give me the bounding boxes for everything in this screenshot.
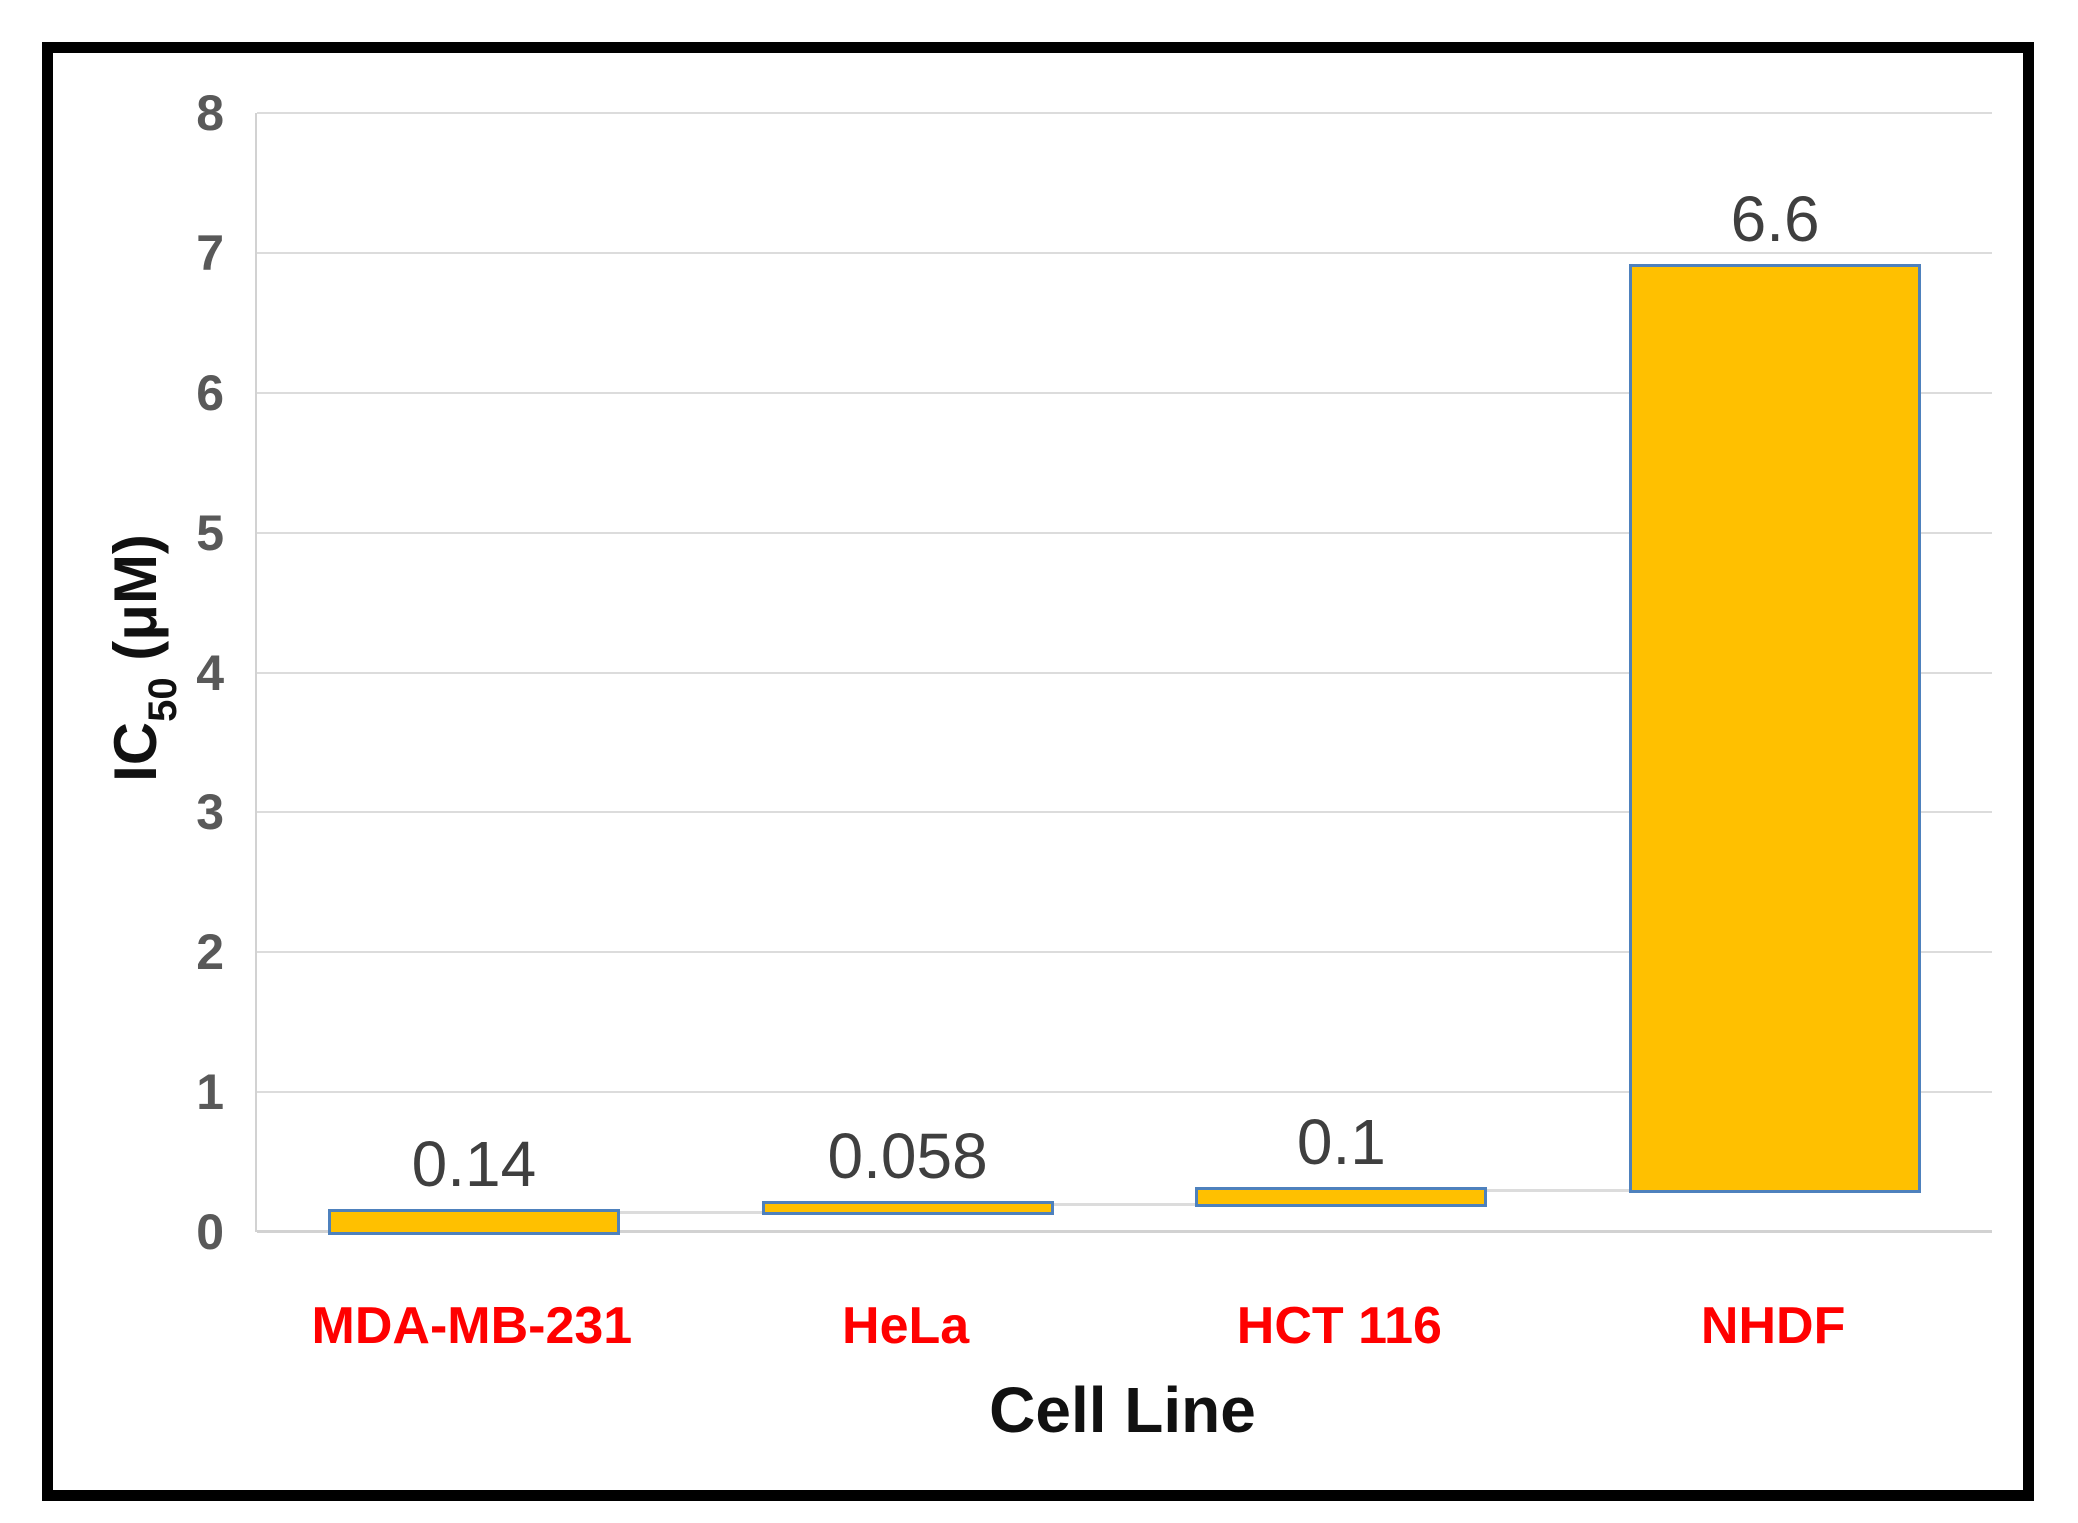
bar-hela [761, 1201, 1054, 1216]
gridline [257, 112, 1992, 114]
gridline [257, 951, 1992, 954]
bar-value-label: 6.6 [1730, 183, 1820, 256]
x-axis-title: Cell Line [989, 1374, 1256, 1446]
series-connector-line [1053, 1203, 1196, 1207]
y-tick-label: 1 [196, 1064, 224, 1121]
bar-mda-mb-231 [327, 1209, 620, 1235]
x-axis-category-labels: MDA-MB-231 HeLa HCT 116 NHDF [255, 1300, 1990, 1370]
y-tick-label: 3 [196, 784, 224, 841]
gridline [257, 671, 1992, 674]
y-tick-label: 0 [196, 1204, 224, 1260]
chart-frame-border [42, 42, 2034, 1501]
bar-value-label: 0.058 [827, 1120, 988, 1193]
y-tick-label: 5 [196, 504, 224, 561]
y-tick-label: 7 [196, 224, 224, 281]
bar-value-label: 0.1 [1296, 1106, 1386, 1179]
bar-hct-116 [1195, 1187, 1488, 1208]
gridline [257, 811, 1992, 814]
gridline [257, 531, 1992, 534]
plot-area: 0.14 0.058 0.1 6.6 [255, 112, 1992, 1235]
gridline [257, 1091, 1992, 1094]
series-connector-line [619, 1211, 762, 1215]
y-axis-tick-labels: 0 1 2 3 4 5 6 7 8 [0, 88, 224, 1257]
bar-value-label: 0.14 [411, 1128, 537, 1201]
y-tick-label: 6 [196, 364, 224, 421]
x-axis-baseline [257, 1230, 1992, 1233]
y-tick-label: 8 [196, 85, 224, 141]
y-tick-label: 4 [196, 644, 224, 701]
y-tick-label: 2 [196, 924, 224, 981]
category-label-hct-116: HCT 116 [1236, 1297, 1442, 1355]
gridline [257, 391, 1992, 394]
gridline [257, 251, 1992, 254]
bar-nhdf [1629, 264, 1922, 1194]
category-label-mda-mb-231: MDA-MB-231 [311, 1297, 633, 1355]
category-label-hela: HeLa [842, 1297, 970, 1355]
series-connector-line [1487, 1189, 1630, 1193]
category-label-nhdf: NHDF [1700, 1297, 1846, 1355]
